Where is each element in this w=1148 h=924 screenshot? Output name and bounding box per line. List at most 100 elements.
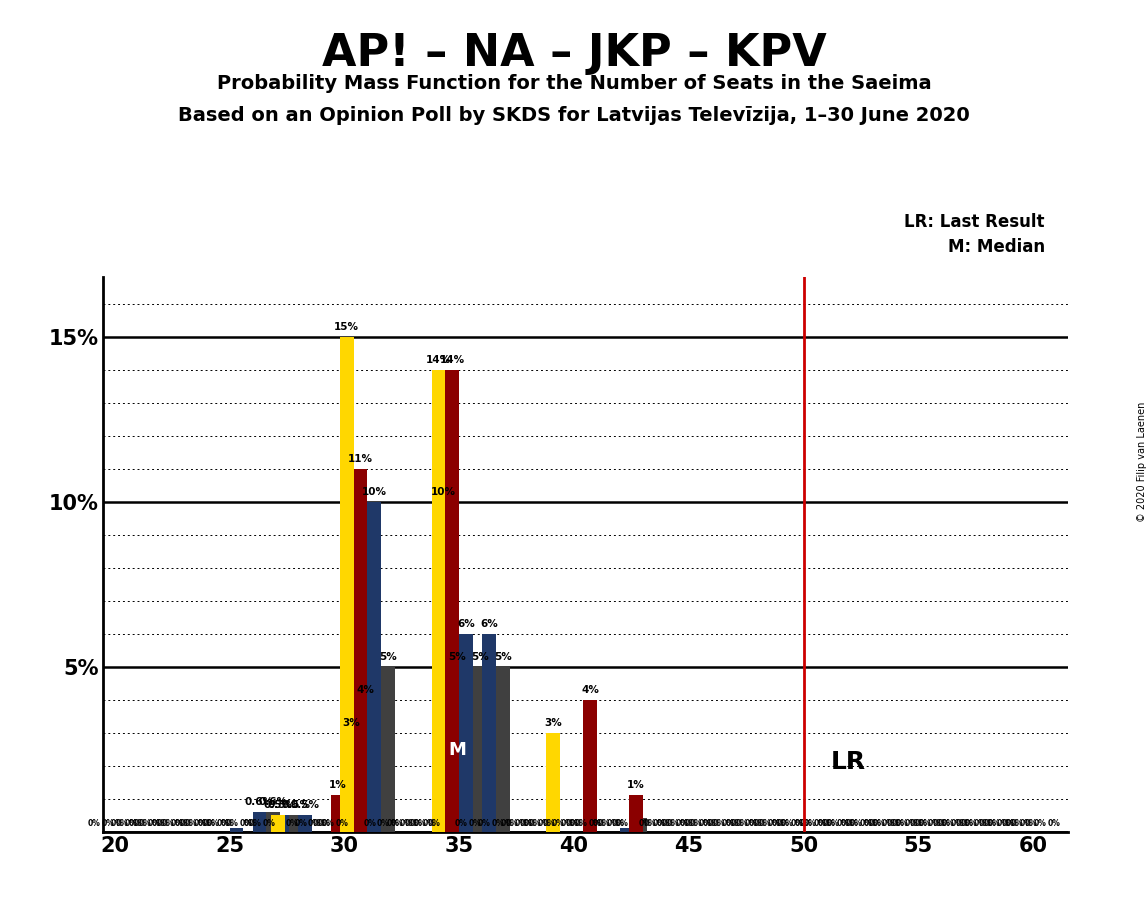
Text: 0%: 0%	[859, 820, 872, 828]
Text: 0%: 0%	[1019, 820, 1033, 828]
Text: 4%: 4%	[581, 685, 599, 695]
Text: 0%: 0%	[216, 820, 230, 828]
Text: 0.5%: 0.5%	[263, 800, 293, 810]
Text: 0%: 0%	[174, 820, 188, 828]
Text: 0%: 0%	[248, 820, 262, 828]
Text: 0%: 0%	[225, 820, 239, 828]
Text: 0%: 0%	[771, 820, 785, 828]
Text: 10%: 10%	[430, 487, 456, 497]
Text: 0%: 0%	[317, 820, 331, 828]
Text: 14%: 14%	[440, 355, 465, 365]
Text: 0%: 0%	[615, 820, 629, 828]
Text: 0%: 0%	[312, 820, 326, 828]
Text: 0%: 0%	[767, 820, 781, 828]
Text: 0%: 0%	[983, 820, 996, 828]
Text: 0%: 0%	[666, 820, 680, 828]
Bar	[546, 733, 560, 832]
Text: 0%: 0%	[781, 820, 794, 828]
Text: Based on an Opinion Poll by SKDS for Latvijas Televīzija, 1–30 June 2020: Based on an Opinion Poll by SKDS for Lat…	[178, 106, 970, 126]
Text: 0%: 0%	[817, 820, 831, 828]
Text: 0%: 0%	[951, 820, 964, 828]
Text: 0%: 0%	[239, 820, 253, 828]
Text: 0%: 0%	[689, 820, 703, 828]
Text: 0%: 0%	[960, 820, 974, 828]
Text: 0%: 0%	[941, 820, 955, 828]
Text: 0%: 0%	[905, 820, 918, 828]
Text: 0%: 0%	[675, 820, 689, 828]
Text: 0%: 0%	[179, 820, 193, 828]
Bar	[271, 815, 285, 832]
Text: 0%: 0%	[523, 820, 537, 828]
Text: 0%: 0%	[794, 820, 808, 828]
Text: 0.5%: 0.5%	[290, 800, 320, 810]
Text: 0%: 0%	[661, 820, 675, 828]
Text: 0.5%: 0.5%	[281, 800, 311, 810]
Text: 0%: 0%	[822, 820, 836, 828]
Text: 0%: 0%	[1033, 820, 1047, 828]
Text: 0.6%: 0.6%	[245, 796, 274, 807]
Text: 5%: 5%	[448, 651, 466, 662]
Text: 0%: 0%	[643, 820, 657, 828]
Text: 0%: 0%	[294, 820, 308, 828]
Text: 0%: 0%	[377, 820, 390, 828]
Text: 0%: 0%	[987, 820, 1001, 828]
Text: 0%: 0%	[1001, 820, 1015, 828]
Text: 0%: 0%	[133, 820, 147, 828]
Text: 0%: 0%	[422, 820, 436, 828]
Text: 11%: 11%	[348, 454, 373, 464]
Text: 0%: 0%	[918, 820, 932, 828]
Text: 0%: 0%	[409, 820, 422, 828]
Text: 0%: 0%	[996, 820, 1010, 828]
Text: 0%: 0%	[703, 820, 716, 828]
Text: 0%: 0%	[124, 820, 138, 828]
Bar	[432, 370, 445, 832]
Text: 0%: 0%	[152, 820, 165, 828]
Text: M: Median: M: Median	[947, 238, 1045, 256]
Text: 0%: 0%	[790, 820, 804, 828]
Text: 0%: 0%	[937, 820, 951, 828]
Text: 0%: 0%	[574, 820, 588, 828]
Text: 0%: 0%	[285, 820, 298, 828]
Text: 0%: 0%	[1006, 820, 1019, 828]
Text: 0%: 0%	[87, 820, 101, 828]
Text: 5%: 5%	[494, 651, 512, 662]
Text: 0%: 0%	[501, 820, 514, 828]
Bar	[298, 815, 312, 832]
Text: 6%: 6%	[457, 619, 475, 628]
Text: 0%: 0%	[560, 820, 574, 828]
Text: 0%: 0%	[744, 820, 758, 828]
Text: 4%: 4%	[356, 685, 374, 695]
Text: 0%: 0%	[528, 820, 542, 828]
Bar	[482, 634, 496, 832]
Text: 0%: 0%	[308, 820, 321, 828]
Text: 0%: 0%	[569, 820, 583, 828]
Text: 0%: 0%	[592, 820, 606, 828]
Text: 0%: 0%	[882, 820, 895, 828]
Text: 0%: 0%	[804, 820, 817, 828]
Text: 15%: 15%	[334, 322, 359, 332]
Text: 0%: 0%	[427, 820, 441, 828]
Text: 6%: 6%	[480, 619, 498, 628]
Text: 0%: 0%	[680, 820, 693, 828]
Text: 5%: 5%	[379, 651, 397, 662]
Text: 0%: 0%	[413, 820, 427, 828]
Text: 0%: 0%	[758, 820, 771, 828]
Text: 0%: 0%	[400, 820, 413, 828]
Text: 0%: 0%	[726, 820, 739, 828]
Text: 0%: 0%	[721, 820, 735, 828]
Text: 0%: 0%	[836, 820, 850, 828]
Text: 0%: 0%	[712, 820, 726, 828]
Text: 0%: 0%	[1024, 820, 1038, 828]
Text: LR: LR	[831, 750, 867, 774]
Text: 0%: 0%	[129, 820, 142, 828]
Text: 0%: 0%	[827, 820, 840, 828]
Text: 0%: 0%	[964, 820, 978, 828]
Text: LR: Last Result: LR: Last Result	[905, 213, 1045, 230]
Text: 0%: 0%	[684, 820, 698, 828]
Text: 0%: 0%	[932, 820, 946, 828]
Text: 0%: 0%	[110, 820, 124, 828]
Text: 0%: 0%	[197, 820, 211, 828]
Text: 0%: 0%	[455, 820, 468, 828]
Text: 0%: 0%	[776, 820, 790, 828]
Text: 0%: 0%	[974, 820, 987, 828]
